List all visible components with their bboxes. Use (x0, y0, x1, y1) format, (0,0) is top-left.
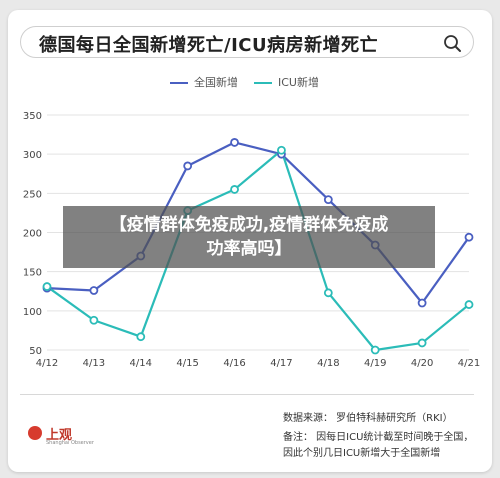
data-point-icu (230, 185, 239, 194)
overlay-line-2: 功率高吗】 (206, 239, 292, 259)
x-tick-label: 4/13 (83, 358, 105, 369)
note-line-2: 因此个别几日ICU新增大于全国新增 (283, 448, 441, 459)
data-point-icu (323, 288, 333, 298)
x-tick-label: 4/15 (176, 358, 198, 369)
data-point-national (323, 195, 333, 205)
data-point-icu (42, 282, 52, 291)
title-bar: 德国每日全国新增死亡/ICU病房新增死亡 (20, 26, 474, 58)
series-line-national (46, 141, 470, 305)
overlay-line-1: 【疫情群体免疫成功,疫情群体免疫成 (109, 215, 389, 235)
chart-title: 德国每日全国新增死亡/ICU病房新增死亡 (39, 35, 379, 56)
y-tick-label: 350 (23, 111, 42, 122)
x-tick-label: 4/20 (411, 358, 433, 369)
y-tick-label: 50 (29, 346, 42, 357)
legend-label-national: 全国新增 (194, 76, 238, 89)
logo-mark-icon (28, 426, 42, 440)
y-tick-label: 100 (23, 307, 42, 318)
legend-swatch-icu (254, 82, 272, 84)
logo-subtext: Shanghai Observer (46, 440, 94, 446)
x-tick-label: 4/12 (36, 358, 58, 369)
search-icon[interactable] (441, 32, 463, 54)
legend-label-icu: ICU新增 (278, 76, 319, 89)
data-point-icu (136, 332, 146, 342)
y-tick-label: 200 (23, 229, 42, 240)
data-point-national (464, 232, 474, 242)
data-source: 数据来源： 罗伯特科赫研究所（RKI） (283, 413, 453, 424)
y-tick-label: 300 (23, 150, 42, 161)
x-tick-label: 4/19 (364, 358, 386, 369)
data-point-national (230, 138, 239, 147)
y-tick-label: 250 (23, 189, 42, 200)
legend-item-icu: ICU新增 (254, 74, 319, 90)
x-tick-label: 4/14 (130, 358, 152, 369)
data-point-icu (417, 338, 427, 348)
legend-item-national: 全国新增 (170, 74, 238, 90)
footer-divider (20, 394, 474, 395)
logo: 上观 Shanghai Observer (28, 424, 94, 448)
y-tick-label: 150 (23, 268, 42, 279)
note-line-1: 备注： 因每日ICU统计截至时间晚于全国， (283, 432, 474, 443)
data-point-icu (89, 315, 99, 325)
x-tick-label: 4/21 (458, 358, 480, 369)
x-tick-label: 4/17 (270, 358, 292, 369)
series-line-icu (46, 149, 470, 352)
article-title-overlay: 【疫情群体免疫成功,疫情群体免疫成 功率高吗】 (63, 206, 435, 268)
data-point-icu (464, 300, 474, 309)
data-point-icu (370, 345, 380, 355)
x-tick-label: 4/18 (317, 358, 339, 369)
data-point-icu (277, 145, 286, 155)
data-point-national (417, 298, 427, 308)
data-point-national (183, 161, 193, 171)
x-tick-label: 4/16 (223, 358, 245, 369)
data-point-national (89, 286, 99, 295)
legend-swatch-national (170, 82, 188, 84)
logo-text: 上观 (46, 428, 73, 443)
